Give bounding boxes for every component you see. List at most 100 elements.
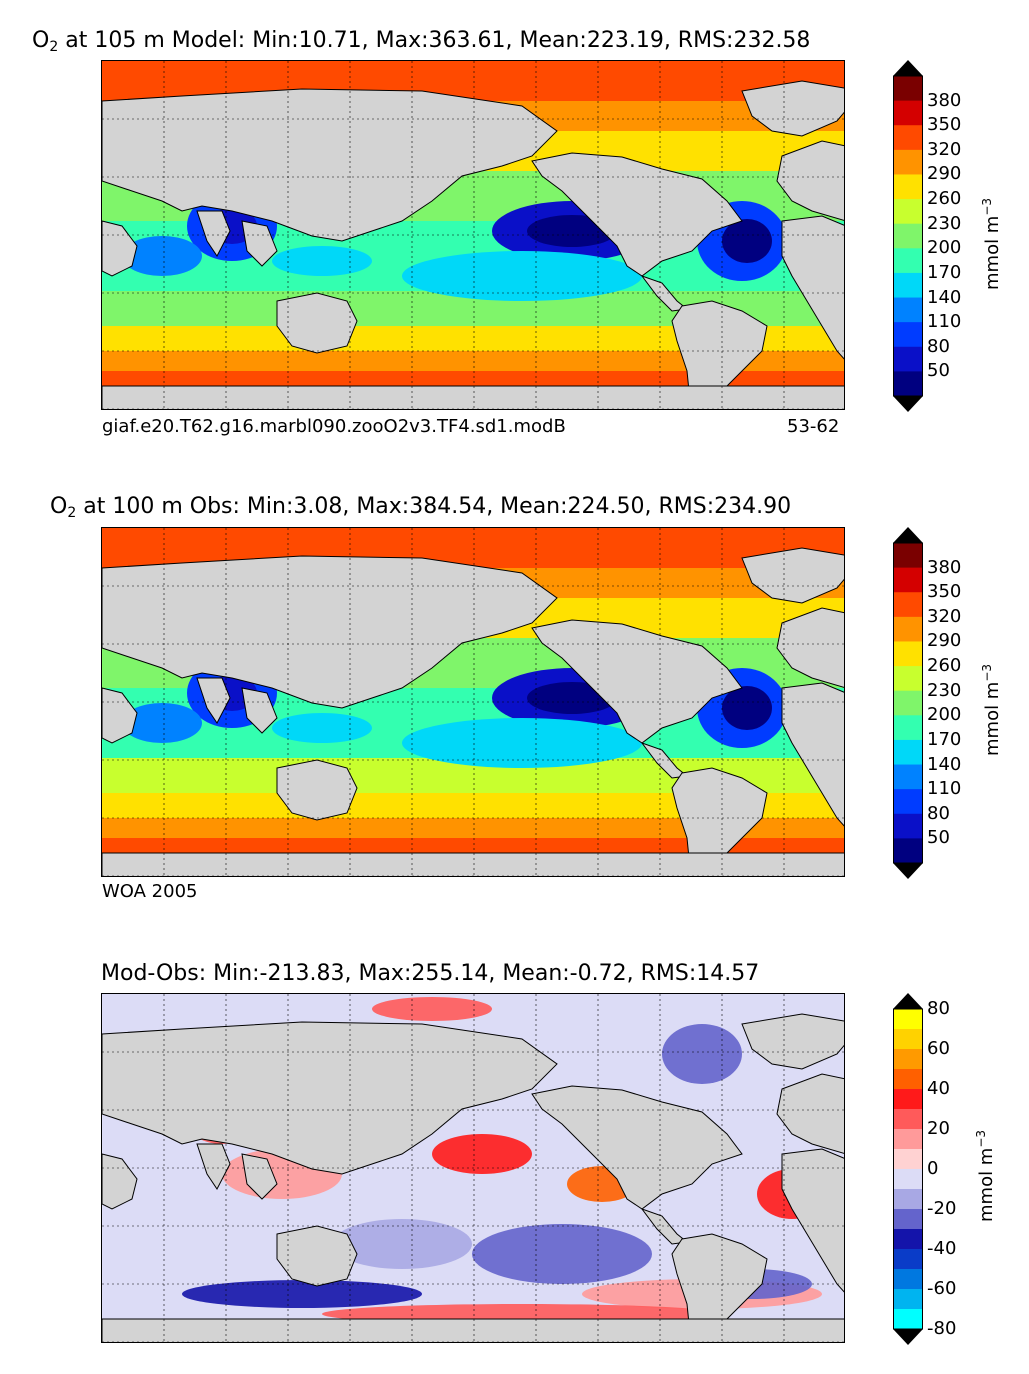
colorbar-swatch (893, 789, 923, 815)
colorbar-svg (893, 993, 923, 1345)
colorbar-swatch (893, 1029, 923, 1050)
colorbar-swatch (893, 1189, 923, 1210)
field-patch (372, 997, 492, 1021)
colorbar-tick-label: -20 (927, 1198, 957, 1219)
colorbar-extend-bottom (893, 863, 923, 879)
land-mass (196, 677, 231, 724)
colorbar-extend-top (893, 993, 923, 1009)
land-mass (776, 140, 844, 221)
colorbar-swatch (893, 715, 923, 741)
panel-3-colorbar-unit: mmol m−3 (974, 1129, 997, 1222)
colorbar-tick-label: 170 (927, 261, 962, 283)
colorbar-swatch (893, 248, 923, 274)
colorbar-swatch (893, 1169, 923, 1190)
colorbar-tick-label: 80 (927, 802, 950, 824)
colorbar-swatch (893, 813, 923, 839)
panel-2-colorbar (893, 527, 923, 879)
colorbar-tick-label: 50 (927, 827, 950, 849)
land-mass (531, 152, 743, 277)
colorbar-extend-top (893, 60, 923, 76)
field-patch (432, 1134, 532, 1174)
colorbar-extend-bottom (893, 396, 923, 412)
colorbar-swatch (893, 666, 923, 692)
panel-2-caption-left: WOA 2005 (102, 881, 198, 902)
panel-3-title: Mod-Obs: Min:-213.83, Max:255.14, Mean:-… (101, 961, 760, 986)
colorbar-tick-label: 170 (927, 728, 962, 750)
colorbar-swatch (893, 199, 923, 225)
colorbar-swatch (893, 838, 923, 864)
colorbar-tick-label: 380 (927, 89, 962, 111)
land-mass (531, 619, 743, 744)
colorbar-swatch (893, 739, 923, 766)
field-patch (272, 713, 372, 743)
land-mass (102, 385, 844, 409)
colorbar-swatch (893, 76, 923, 102)
field-patch (272, 246, 372, 276)
colorbar-swatch (893, 125, 923, 151)
land-mass (531, 1085, 743, 1210)
colorbar-swatch (893, 764, 923, 790)
colorbar-tick-label: 20 (927, 1118, 950, 1139)
colorbar-swatch (893, 297, 923, 323)
panel-1-caption-right: 53-62 (787, 416, 840, 437)
panel-2-title: O2 at 100 m Obs: Min:3.08, Max:384.54, M… (50, 494, 792, 521)
colorbar-tick-label: 0 (927, 1158, 939, 1179)
panel-3-colorbar (893, 993, 923, 1345)
colorbar-tick-label: 290 (927, 630, 962, 652)
land-mass (776, 607, 844, 688)
colorbar-tick-label: 320 (927, 138, 962, 160)
colorbar-swatch (893, 1149, 923, 1170)
colorbar-tick-label: 350 (927, 114, 962, 136)
colorbar-swatch (893, 1049, 923, 1070)
colorbar-swatch (893, 1089, 923, 1110)
field-band (102, 351, 844, 371)
land-mass (741, 1013, 844, 1070)
colorbar-tick-label: 40 (927, 1078, 950, 1099)
colorbar-tick-label: 200 (927, 237, 962, 259)
colorbar-tick-label: 350 (927, 581, 962, 603)
colorbar-tick-label: -80 (927, 1318, 957, 1339)
land-mass (276, 1225, 358, 1287)
colorbar-swatch (893, 1129, 923, 1150)
colorbar-tick-label: 80 (927, 998, 950, 1019)
colorbar-swatch (893, 223, 923, 249)
colorbar-swatch (893, 616, 923, 642)
colorbar-tick-label: 140 (927, 753, 962, 775)
land-mass (102, 1021, 558, 1175)
land-mass (781, 1148, 844, 1293)
colorbar-tick-label: 50 (927, 360, 950, 382)
colorbar-extend-bottom (893, 1329, 923, 1345)
land-mass (741, 80, 844, 137)
colorbar-swatch (893, 371, 923, 397)
field-patch (182, 1280, 422, 1308)
panel-1-colorbar-unit: mmol m−3 (980, 197, 1003, 290)
field-band (102, 818, 844, 838)
colorbar-swatch (893, 1249, 923, 1270)
map-svg (102, 61, 844, 409)
panel-2-map (101, 527, 845, 877)
field-patch (402, 251, 642, 301)
land-mass (276, 759, 358, 821)
colorbar-tick-label: 230 (927, 212, 962, 234)
colorbar-tick-label: 260 (927, 655, 962, 677)
field-patch (122, 703, 202, 743)
colorbar-tick-label: 260 (927, 188, 962, 210)
colorbar-tick-label: 380 (927, 556, 962, 578)
colorbar-swatch (893, 1109, 923, 1130)
colorbar-extend-top (893, 527, 923, 543)
panel-2-colorbar-unit: mmol m−3 (980, 663, 1003, 756)
colorbar-swatch (893, 149, 923, 175)
map-svg (102, 994, 844, 1342)
colorbar-tick-label: 140 (927, 286, 962, 308)
field-patch (472, 1224, 652, 1284)
field-patch (122, 236, 202, 276)
colorbar-swatch (893, 543, 923, 569)
panel-3-map (101, 993, 845, 1343)
colorbar-tick-label: -40 (927, 1238, 957, 1259)
colorbar-swatch (893, 567, 923, 593)
panel-1-colorbar (893, 60, 923, 412)
colorbar-tick-label: 110 (927, 778, 962, 800)
field-patch (722, 686, 772, 730)
panel-1-caption-left: giaf.e20.T62.g16.marbl090.zooO2v3.TF4.sd… (102, 416, 566, 437)
colorbar-swatch (893, 346, 923, 372)
